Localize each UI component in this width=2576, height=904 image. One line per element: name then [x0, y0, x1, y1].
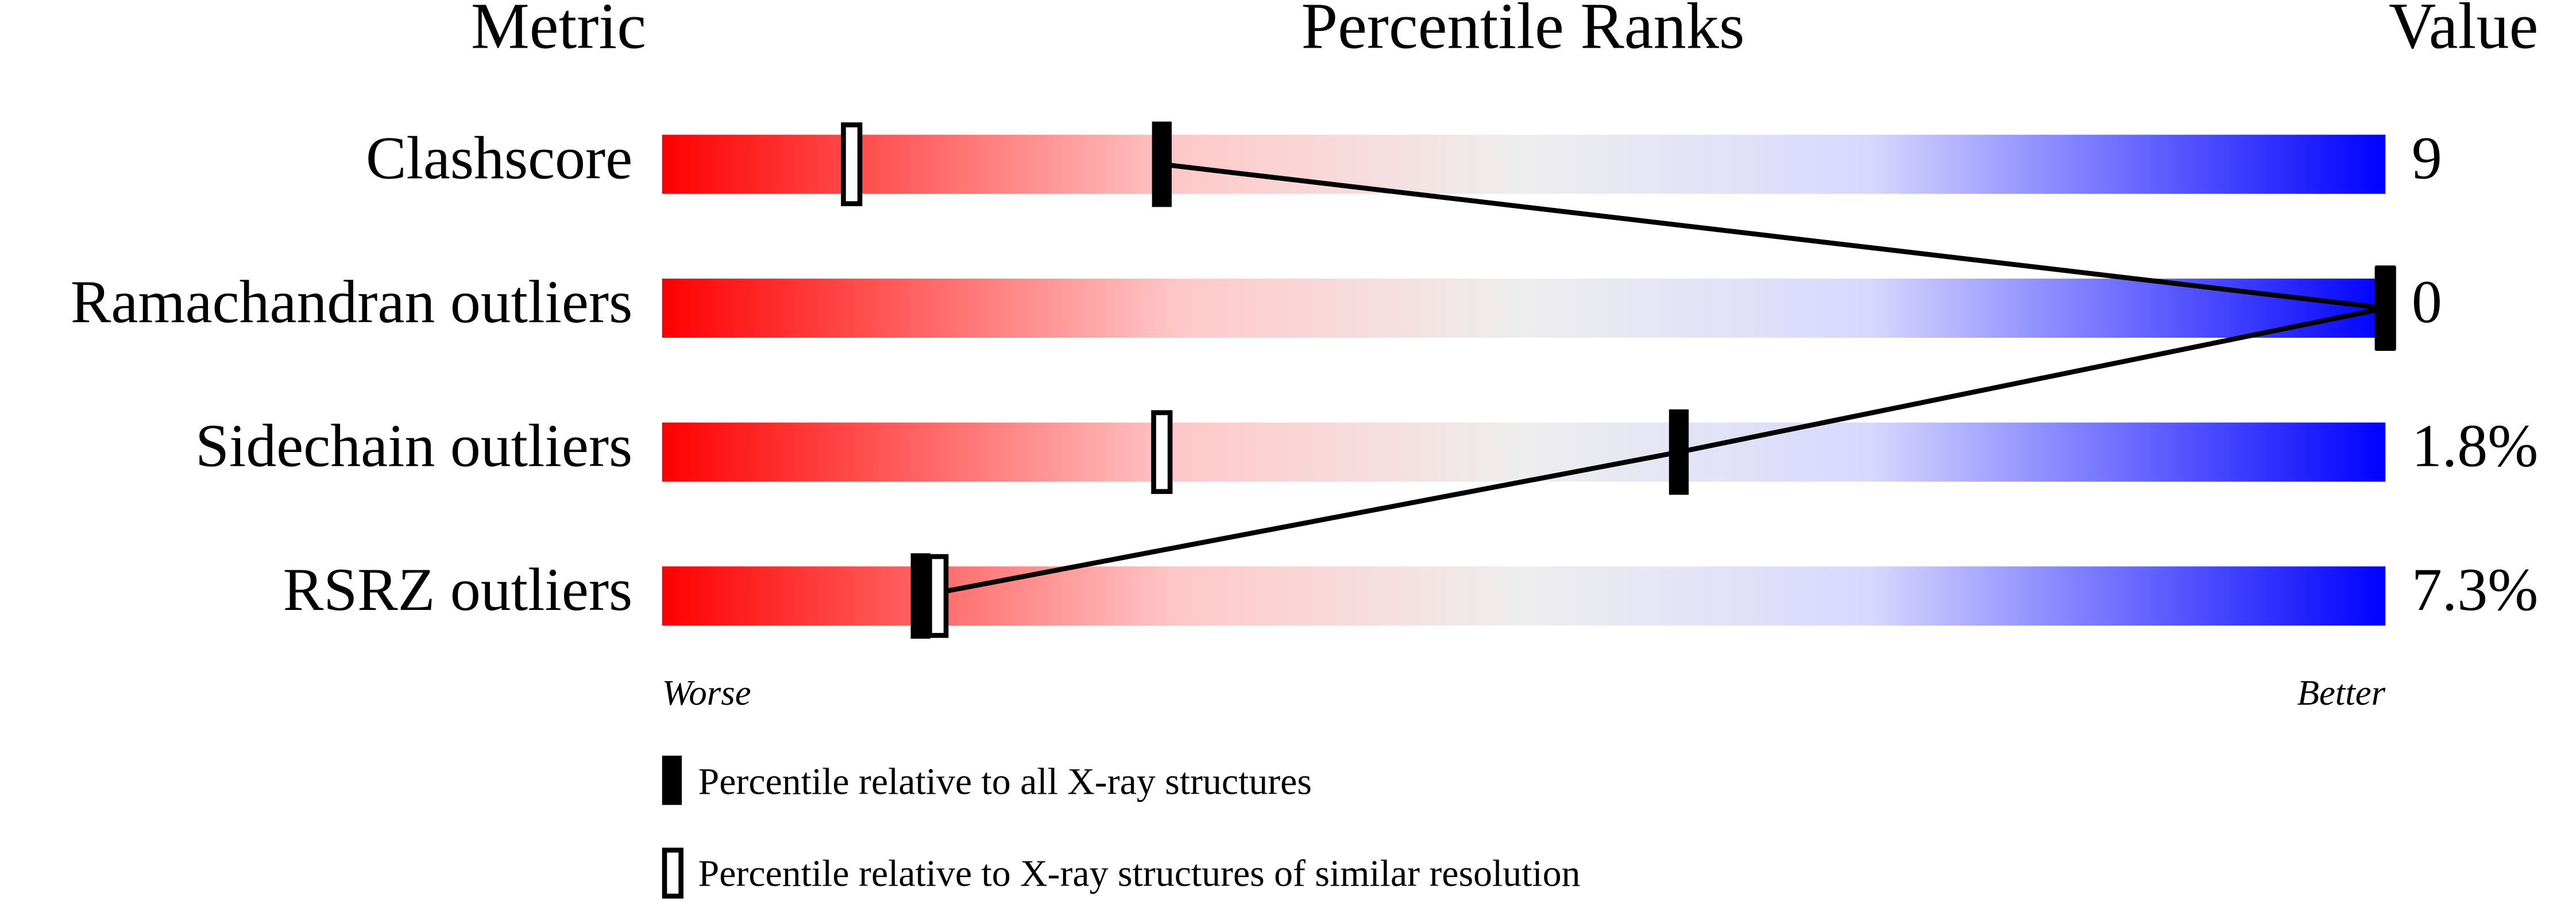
legend-label: Percentile relative to X-ray structures … — [698, 852, 1581, 894]
axis-low-label: Worse — [662, 673, 751, 713]
legend-label: Percentile relative to all X-ray structu… — [698, 760, 1312, 802]
legend-open-swatch — [662, 847, 683, 899]
percentile-marker-similar — [1151, 410, 1173, 495]
metric-label: Ramachandran outliers — [71, 268, 632, 335]
percentile-marker — [1669, 409, 1689, 495]
connector-line — [920, 161, 2386, 598]
header-ranks: Percentile Ranks — [1301, 0, 1745, 62]
metric-value: 0 — [2412, 268, 2442, 335]
percentile-marker — [2375, 265, 2396, 351]
percentile-bar — [662, 134, 2386, 194]
metric-label: Sidechain outliers — [195, 412, 632, 479]
percentile-bar — [662, 422, 2386, 482]
header-value: Value — [2389, 0, 2539, 62]
percentile-marker — [1152, 121, 1172, 207]
percentile-bar — [662, 566, 2386, 626]
legend-filled-swatch — [662, 755, 682, 805]
metric-label: RSRZ outliers — [283, 556, 632, 623]
metric-value: 9 — [2412, 124, 2442, 191]
axis-high-label: Better — [2297, 673, 2385, 713]
metric-label: Clashscore — [366, 124, 632, 191]
percentile-marker-similar — [927, 554, 949, 638]
percentile-marker — [910, 553, 930, 639]
percentile-bar — [662, 279, 2386, 338]
metric-value: 7.3% — [2412, 556, 2538, 623]
header-metric: Metric — [471, 0, 646, 62]
metric-value: 1.8% — [2412, 412, 2538, 479]
percentile-marker-similar — [841, 122, 863, 206]
